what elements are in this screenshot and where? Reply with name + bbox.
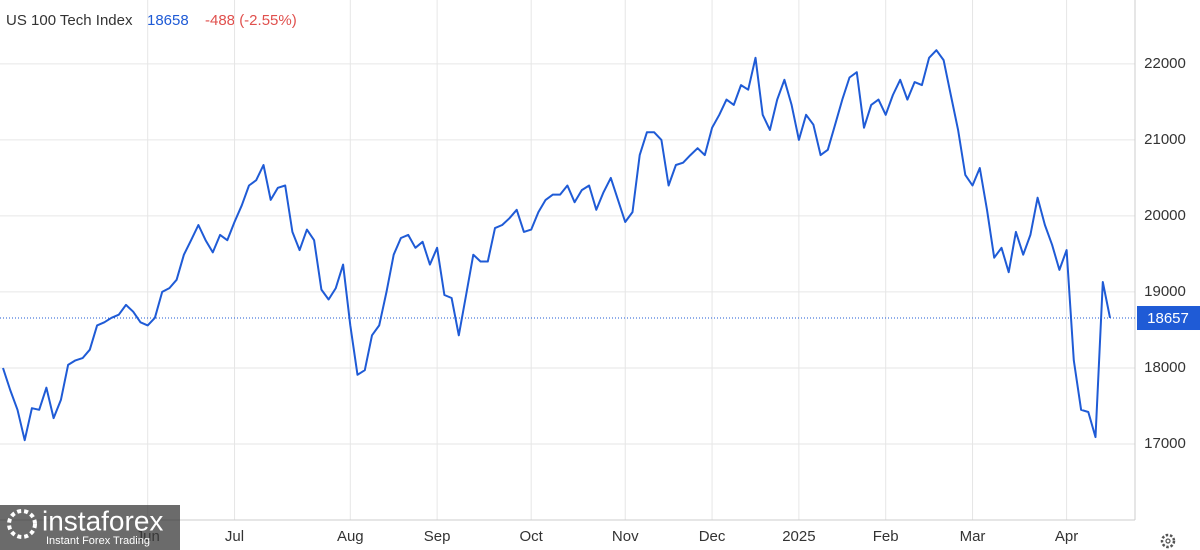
- last-value-label: 18657: [1147, 310, 1189, 327]
- y-tick-label: 21000: [1144, 131, 1186, 148]
- x-tick-label: Dec: [699, 528, 726, 545]
- x-tick-label: Apr: [1055, 528, 1078, 545]
- x-tick-label: Nov: [612, 528, 639, 545]
- y-tick-label: 20000: [1144, 207, 1186, 224]
- x-tick-label: Sep: [424, 528, 451, 545]
- watermark: instaforex Instant Forex Trading: [0, 505, 180, 550]
- x-tick-label: Jul: [225, 528, 244, 545]
- x-tick-label: 2025: [782, 528, 815, 545]
- price-line: [2, 49, 1111, 442]
- change: -488 (-2.55%): [205, 12, 297, 29]
- settings-icon[interactable]: [1160, 533, 1176, 549]
- x-tick-label: Mar: [960, 528, 986, 545]
- last-value-box: [1137, 306, 1200, 331]
- x-tick-label: Feb: [873, 528, 899, 545]
- y-tick-label: 19000: [1144, 283, 1186, 300]
- chart-title: US 100 Tech Index: [6, 12, 133, 29]
- price: 18658: [147, 12, 189, 29]
- watermark-bg: [0, 505, 180, 550]
- y-tick-label: 22000: [1144, 55, 1186, 72]
- watermark-icon: [7, 509, 37, 539]
- watermark-subtext: Instant Forex Trading: [46, 535, 150, 547]
- y-tick-label: 17000: [1144, 435, 1186, 452]
- watermark-text: instaforex: [42, 505, 163, 536]
- x-tick-label: Aug: [337, 528, 364, 545]
- y-tick-label: 18000: [1144, 359, 1186, 376]
- x-tick-label: Oct: [520, 528, 544, 545]
